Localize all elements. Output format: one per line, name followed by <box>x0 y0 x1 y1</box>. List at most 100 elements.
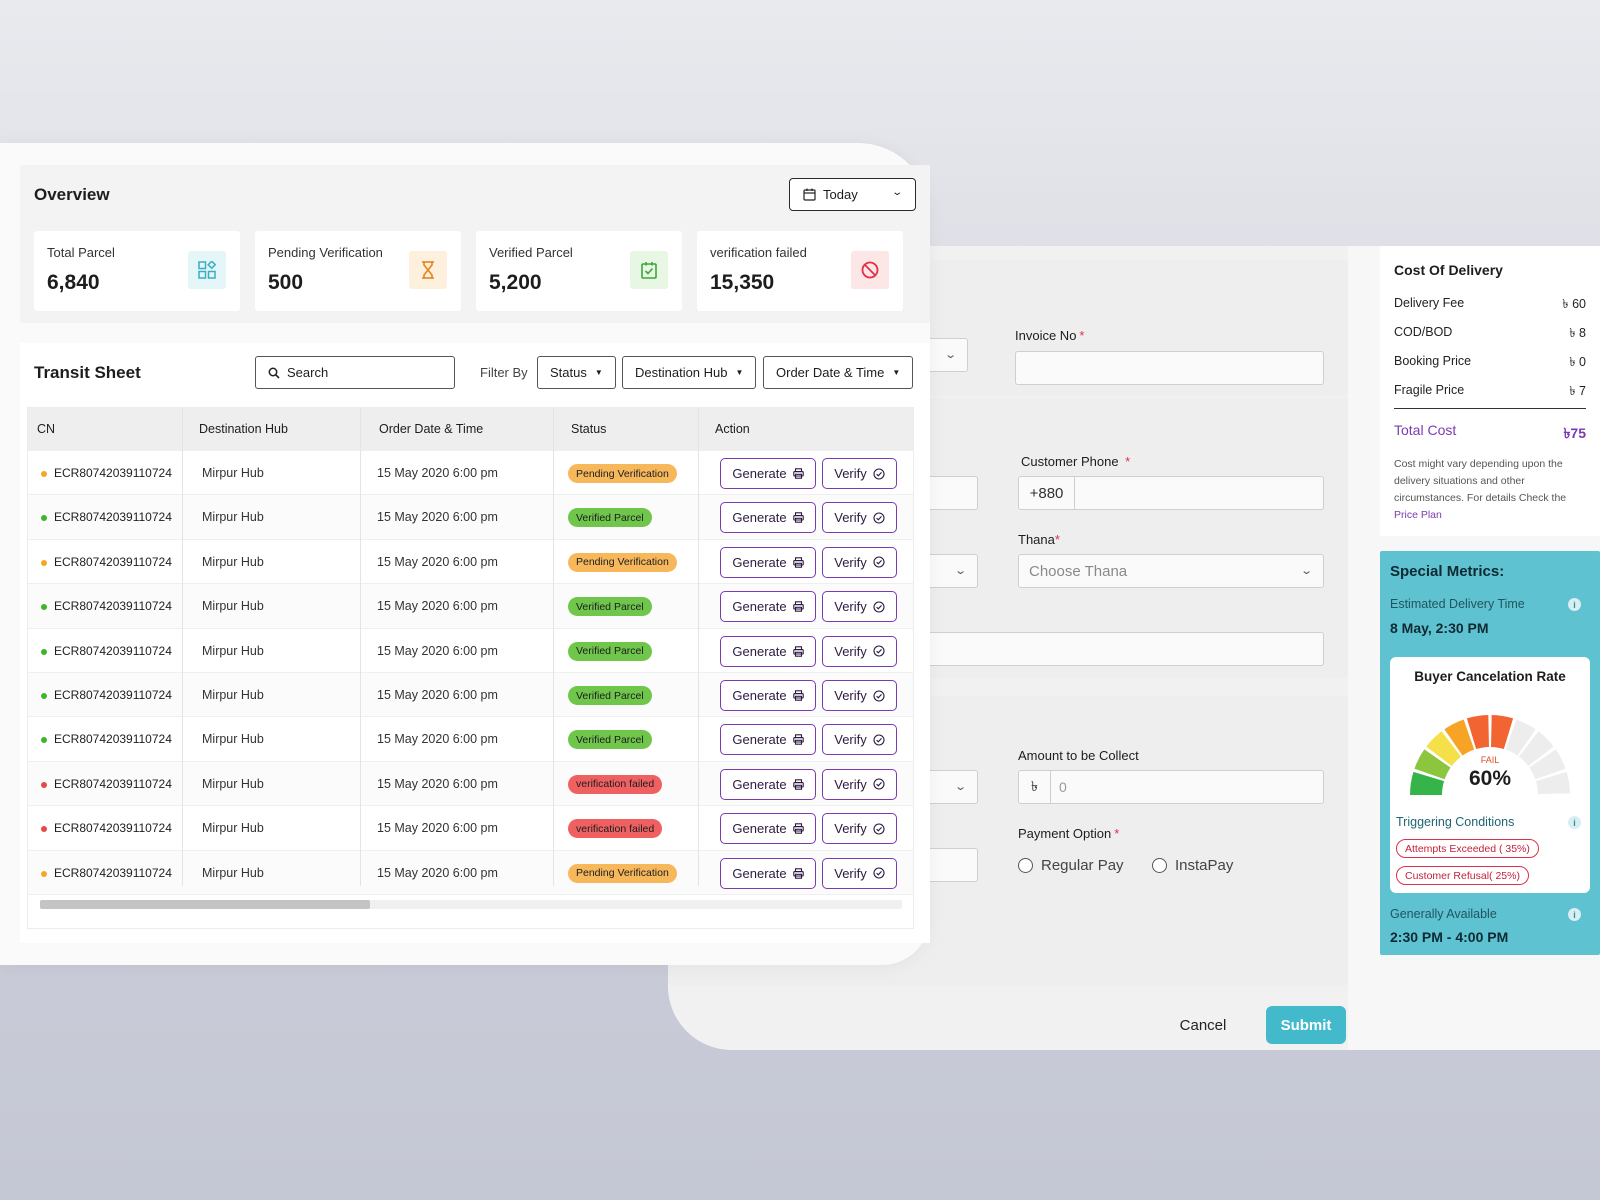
status-dot <box>41 604 47 611</box>
date-cell: 15 May 2020 6:00 pm <box>377 554 498 569</box>
triggering-conditions-label: Triggering Conditions <box>1396 815 1515 829</box>
calendar-icon <box>803 188 816 201</box>
filter-order-date-dropdown[interactable]: Order Date & Time ▼ <box>763 356 914 389</box>
radio-circle-icon[interactable] <box>1152 858 1167 873</box>
generate-label: Generate <box>732 599 787 615</box>
filter-status-dropdown[interactable]: Status ▼ <box>537 356 616 389</box>
status-badge: Verified Parcel <box>568 641 652 661</box>
generate-button[interactable]: Generate <box>720 458 816 489</box>
table-row[interactable]: ECR80742039110724 Mirpur Hub 15 May 2020 6… <box>28 806 913 851</box>
payment-option-label: Payment Option * <box>1018 826 1120 841</box>
transit-table: CN Destination Hub Order Date & Time Sta… <box>27 407 914 929</box>
radio-circle-icon[interactable] <box>1018 858 1033 873</box>
info-icon[interactable]: i <box>1568 816 1581 829</box>
verify-button[interactable]: Verify <box>822 635 897 667</box>
column-divider <box>553 408 554 886</box>
table-row[interactable]: ECR80742039110724 Mirpur Hub 15 May 2020 6… <box>28 584 913 629</box>
verify-button[interactable]: Verify <box>822 502 897 534</box>
generate-button[interactable]: Generate <box>720 813 816 845</box>
check-circle-icon <box>873 867 885 879</box>
generally-available-value: 2:30 PM - 4:00 PM <box>1390 929 1509 945</box>
status-dot <box>41 471 47 477</box>
date-cell: 15 May 2020 6:00 pm <box>377 466 498 480</box>
verify-button[interactable]: Verify <box>822 813 897 845</box>
radio-regular-pay[interactable]: Regular Pay <box>1018 857 1124 874</box>
check-circle-icon <box>873 645 885 657</box>
verify-label: Verify <box>834 510 867 526</box>
verify-button[interactable]: Verify <box>822 680 897 711</box>
filter-destination-hub-dropdown[interactable]: Destination Hub ▼ <box>622 356 757 389</box>
printer-icon <box>792 867 804 879</box>
table-row[interactable]: ECR80742039110724 Mirpur Hub 15 May 2020 6… <box>28 629 913 673</box>
generate-label: Generate <box>732 643 787 659</box>
gauge-title: Buyer Cancelation Rate <box>1414 669 1566 684</box>
gauge-segment <box>1519 731 1554 766</box>
amount-input[interactable]: ৳ 0 <box>1018 770 1324 804</box>
hourglass-icon <box>409 251 447 289</box>
status-badge: Verified Parcel <box>568 508 652 528</box>
date-cell: 15 May 2020 6:00 pm <box>377 821 498 836</box>
column-divider <box>698 408 699 886</box>
table-row[interactable]: ECR80742039110724 Mirpur Hub 15 May 2020 6… <box>28 717 913 762</box>
amount-label: Amount to be Collect <box>1018 748 1139 763</box>
stat-card-total-parcel: Total Parcel 6,840 <box>34 231 240 311</box>
stat-value: 5,200 <box>489 271 542 294</box>
submit-button[interactable]: Submit <box>1266 1006 1346 1044</box>
info-icon[interactable]: i <box>1568 908 1581 921</box>
verify-button[interactable]: Verify <box>822 458 897 489</box>
check-circle-icon <box>873 778 885 790</box>
verify-button[interactable]: Verify <box>822 857 897 889</box>
chevron-down-icon: ⌄ <box>953 565 967 577</box>
cn-cell: ECR80742039110724 <box>54 510 172 525</box>
col-header-status: Status <box>571 422 607 436</box>
status-badge: verification failed <box>568 819 663 839</box>
printer-icon <box>792 690 804 701</box>
thana-select[interactable]: Choose Thana ⌄ <box>1018 554 1324 588</box>
verify-label: Verify <box>834 554 867 570</box>
generate-button[interactable]: Generate <box>720 546 816 578</box>
verify-button[interactable]: Verify <box>822 591 897 623</box>
invoice-input[interactable] <box>1015 351 1324 385</box>
info-icon[interactable]: i <box>1568 598 1581 611</box>
stat-label: Pending Verification <box>268 245 383 260</box>
table-row[interactable]: ECR80742039110724 Mirpur Hub 15 May 2020 6… <box>28 673 913 718</box>
cn-cell: ECR80742039110724 <box>54 688 172 702</box>
table-row[interactable]: ECR80742039110724 Mirpur Hub 15 May 2020 6… <box>28 540 913 585</box>
gauge-segment <box>1426 731 1461 766</box>
radio-instapay[interactable]: InstaPay <box>1152 857 1233 874</box>
verify-label: Verify <box>834 821 867 837</box>
generate-button[interactable]: Generate <box>720 768 816 800</box>
generate-label: Generate <box>732 776 787 792</box>
table-row[interactable]: ECR80742039110724 Mirpur Hub 15 May 2020 6… <box>28 761 913 807</box>
printer-icon <box>792 512 804 524</box>
stat-card-verified: Verified Parcel 5,200 <box>476 231 682 311</box>
verify-button[interactable]: Verify <box>822 546 897 578</box>
generate-button[interactable]: Generate <box>720 591 816 623</box>
verify-button[interactable]: Verify <box>822 768 897 800</box>
generate-button[interactable]: Generate <box>720 724 816 756</box>
date-filter-dropdown[interactable]: Today ⌄ <box>789 178 916 211</box>
chevron-down-icon: ⌄ <box>943 349 957 361</box>
generate-button[interactable]: Generate <box>720 680 816 711</box>
table-row[interactable]: ECR80742039110724 Mirpur Hub 15 May 2020 6… <box>28 850 913 895</box>
calendar-check-icon <box>630 251 668 289</box>
verify-button[interactable]: Verify <box>822 724 897 756</box>
cn-cell: ECR80742039110724 <box>54 599 172 614</box>
generate-button[interactable]: Generate <box>720 857 816 889</box>
generate-button[interactable]: Generate <box>720 502 816 534</box>
date-cell: 15 May 2020 6:00 pm <box>377 510 498 525</box>
generate-button[interactable]: Generate <box>720 635 816 667</box>
filter-label: Destination Hub <box>635 365 728 380</box>
scrollbar-thumb[interactable] <box>40 900 370 909</box>
generate-label: Generate <box>732 865 787 881</box>
customer-phone-input[interactable]: +880 <box>1018 476 1324 510</box>
cancel-button[interactable]: Cancel <box>1179 1016 1227 1034</box>
table-row[interactable]: ECR80742039110724 Mirpur Hub 15 May 2020 6… <box>28 495 913 540</box>
table-row[interactable]: ECR80742039110724 Mirpur Hub 15 May 2020 6… <box>28 451 913 496</box>
horizontal-scrollbar[interactable] <box>40 900 902 909</box>
phone-number-field[interactable] <box>1075 477 1323 509</box>
search-input[interactable]: Search <box>255 356 455 389</box>
price-plan-link[interactable]: Price Plan <box>1394 509 1442 521</box>
date-cell: 15 May 2020 6:00 pm <box>377 599 498 614</box>
filter-by-label: Filter By <box>480 365 528 380</box>
